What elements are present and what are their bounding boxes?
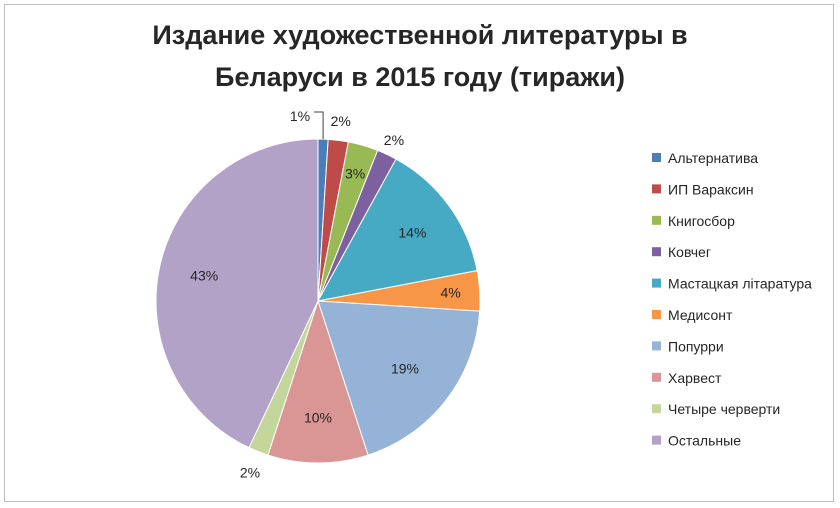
legend-swatch-9 — [652, 435, 661, 445]
data-label-4: 14% — [398, 224, 426, 240]
data-label-1: 2% — [331, 113, 351, 129]
pie-slice-6 — [317, 300, 481, 456]
leader-line-0 — [314, 111, 324, 140]
data-label-2: 3% — [345, 165, 365, 181]
legend-swatch-8 — [652, 404, 661, 414]
legend-swatch-5 — [652, 310, 661, 319]
legend-label-8: Четыре черверти — [668, 401, 780, 417]
legend-swatch-1 — [652, 184, 661, 194]
pie-slice-7 — [267, 299, 369, 464]
legend-swatch-2 — [652, 215, 661, 225]
pie-slice-4 — [317, 158, 478, 302]
legend-swatch-7 — [652, 372, 661, 382]
legend-label-9: Остальные — [668, 433, 741, 449]
chart-title-line-2: Беларуси в 2015 году (тиражи) — [215, 62, 625, 92]
legend-label-3: Ковчег — [668, 244, 711, 260]
data-label-9: 43% — [190, 268, 218, 284]
chart-title: Издание художественной литературы в Бела… — [0, 14, 840, 98]
data-label-5: 4% — [440, 285, 460, 301]
legend-swatch-6 — [652, 341, 661, 351]
leader-lines — [314, 111, 324, 140]
pie-slice-9 — [155, 138, 319, 449]
legend-swatch-3 — [652, 247, 661, 257]
legend-label-7: Харвест — [668, 370, 722, 386]
data-label-3: 2% — [384, 132, 404, 148]
legend-label-2: Книгосбор — [668, 213, 735, 229]
legend-swatch-4 — [652, 278, 661, 288]
chart-title-line-1: Издание художественной литературы в — [152, 20, 688, 50]
data-label-8: 2% — [240, 465, 260, 481]
pie-slices — [155, 138, 481, 464]
legend-swatch-0 — [652, 153, 661, 162]
legend-label-1: ИП Вараксин — [668, 181, 754, 197]
legend-label-0: Альтернатива — [668, 150, 758, 166]
legend-label-6: Попурри — [668, 338, 724, 354]
data-label-6: 19% — [391, 361, 419, 377]
data-label-7: 10% — [304, 410, 332, 426]
legend-label-4: Мастацкая літаратура — [668, 276, 812, 292]
legend: Альтернатива ИП Вараксин Книгосбор Ковчег Ма… — [652, 150, 812, 449]
data-label-0: 1% — [290, 108, 310, 124]
data-labels: 1% 2% 3% 2% 14% 4% 19% 10% 2% 43% — [190, 108, 461, 481]
legend-label-5: Медисонт — [668, 307, 733, 323]
